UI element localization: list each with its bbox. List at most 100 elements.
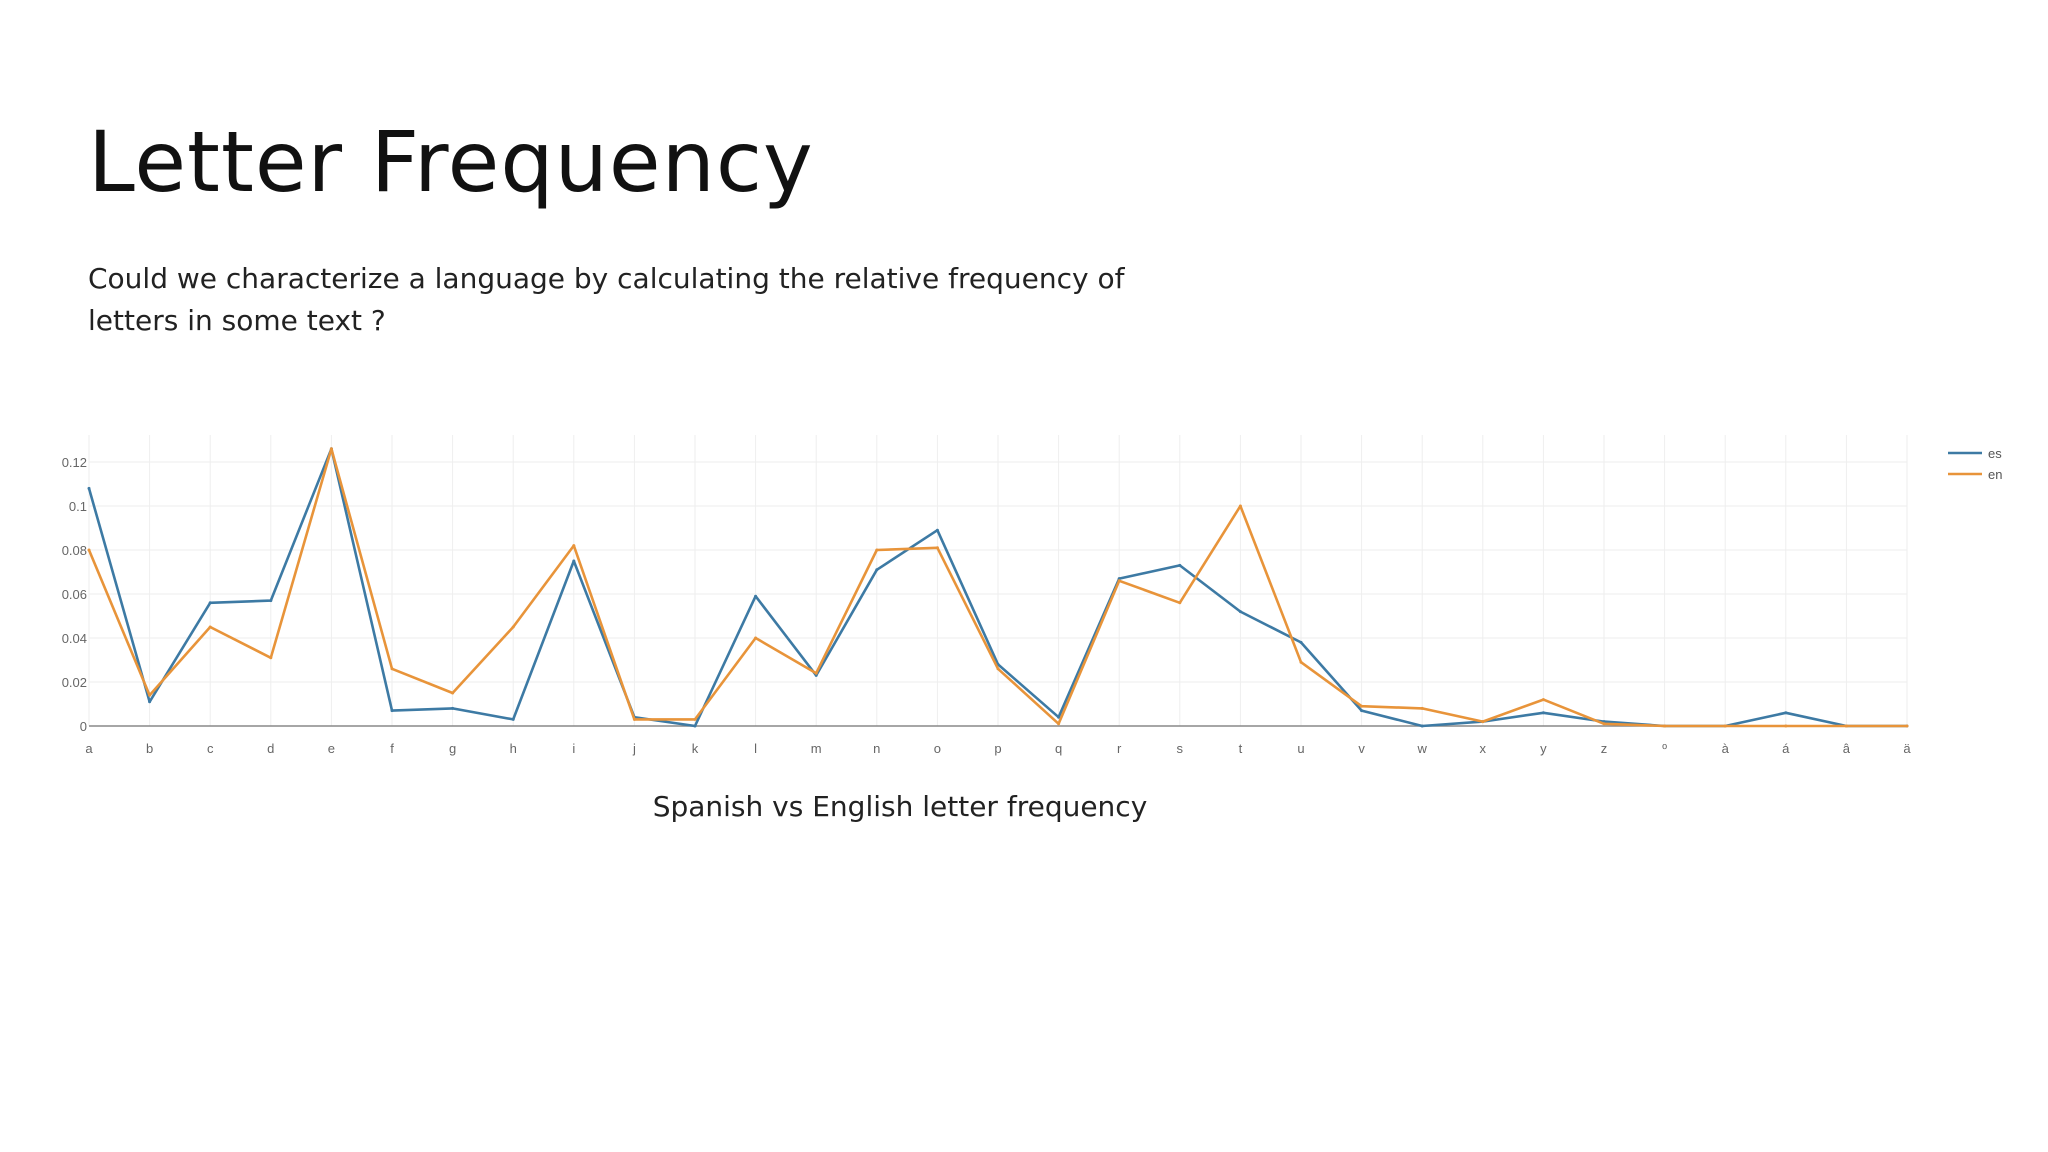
x-tick-label: o <box>934 741 941 756</box>
data-point-en <box>754 636 758 640</box>
data-point-en <box>875 548 879 552</box>
data-point-es <box>451 706 455 710</box>
data-point-es <box>1178 563 1182 567</box>
data-point-es <box>754 594 758 598</box>
data-point-es <box>875 568 879 572</box>
data-point-en <box>1602 722 1606 726</box>
x-tick-label: â <box>1843 741 1851 756</box>
x-tick-label: c <box>207 741 214 756</box>
data-point-en <box>511 625 515 629</box>
x-tick-label: r <box>1117 741 1122 756</box>
data-point-en <box>632 717 636 721</box>
y-tick-label: 0.1 <box>69 499 87 514</box>
x-tick-label: y <box>1540 741 1547 756</box>
data-point-es <box>1238 610 1242 614</box>
data-point-en <box>1238 504 1242 508</box>
data-point-es <box>1784 711 1788 715</box>
data-point-en <box>1905 724 1909 728</box>
line-chart: 0 0.02 0.04 0.06 0.08 0.1 0.12 a b c d e f g h i j k l m n o p… <box>62 435 2002 756</box>
data-point-es <box>572 559 576 563</box>
x-tick-label: k <box>692 741 699 756</box>
data-point-es <box>1057 715 1061 719</box>
x-tick-label: º <box>1662 741 1667 756</box>
data-point-es <box>148 700 152 704</box>
grid-layer <box>88 435 1908 727</box>
data-point-en <box>269 656 273 660</box>
x-tick-label: á <box>1782 741 1790 756</box>
data-point-en <box>451 691 455 695</box>
x-tick-label: f <box>390 741 394 756</box>
data-point-en <box>572 544 576 548</box>
data-point-es <box>390 709 394 713</box>
data-point-es <box>814 673 818 677</box>
x-tick-label: h <box>510 741 517 756</box>
y-tick-label: 0.04 <box>62 631 87 646</box>
data-point-en <box>208 625 212 629</box>
data-point-en <box>814 671 818 675</box>
data-point-en <box>1420 706 1424 710</box>
x-tick-label: à <box>1722 741 1730 756</box>
legend-item-en[interactable]: en <box>1948 467 2002 482</box>
data-point-en <box>1117 579 1121 583</box>
y-tick-label: 0.12 <box>62 455 87 470</box>
data-point-en <box>1057 722 1061 726</box>
data-point-en <box>1541 698 1545 702</box>
x-tick-label: ä <box>1903 741 1911 756</box>
data-point-es <box>1420 724 1424 728</box>
legend-label: es <box>1988 446 2002 461</box>
data-point-es <box>935 528 939 532</box>
x-tick-label: n <box>873 741 880 756</box>
x-tick-label: a <box>85 741 93 756</box>
x-tick-label: l <box>754 741 757 756</box>
x-tick-label: s <box>1177 741 1184 756</box>
tick-layer: 0 0.02 0.04 0.06 0.08 0.1 0.12 a b c d e f g h i j k l m n o p… <box>62 455 1912 756</box>
data-point-es <box>1299 640 1303 644</box>
data-point-en <box>148 693 152 697</box>
x-tick-label: b <box>146 741 153 756</box>
data-point-en <box>693 717 697 721</box>
x-tick-label: g <box>449 741 456 756</box>
x-tick-label: i <box>572 741 575 756</box>
slide-title: Letter Frequency <box>88 113 814 211</box>
slide-subtitle: Could we characterize a language by calc… <box>88 262 1125 337</box>
x-tick-label: z <box>1601 741 1608 756</box>
data-point-en <box>87 548 91 552</box>
x-tick-label: t <box>1239 741 1243 756</box>
x-tick-label: d <box>267 741 274 756</box>
data-point-en <box>1784 724 1788 728</box>
data-point-en <box>1481 720 1485 724</box>
data-point-en <box>329 447 333 451</box>
x-tick-label: w <box>1417 741 1428 756</box>
series-layer <box>87 447 1909 728</box>
data-point-en <box>1178 601 1182 605</box>
legend-item-es[interactable]: es <box>1948 446 2002 461</box>
chart-caption: Spanish vs English letter frequency <box>652 790 1148 823</box>
x-tick-label: m <box>811 741 822 756</box>
data-point-en <box>935 546 939 550</box>
x-tick-label: e <box>328 741 335 756</box>
data-point-es <box>693 724 697 728</box>
x-tick-label: x <box>1480 741 1487 756</box>
y-tick-label: 0.02 <box>62 675 87 690</box>
data-point-es <box>1360 709 1364 713</box>
y-tick-label: 0.06 <box>62 587 87 602</box>
legend[interactable]: es en <box>1948 446 2002 482</box>
x-tick-label: p <box>994 741 1001 756</box>
data-point-en <box>1360 704 1364 708</box>
x-tick-label: v <box>1358 741 1365 756</box>
data-point-es <box>269 599 273 603</box>
x-tick-label: u <box>1297 741 1304 756</box>
x-tick-label: j <box>632 741 636 756</box>
data-point-en <box>1299 660 1303 664</box>
data-point-es <box>1117 577 1121 581</box>
data-point-es <box>87 486 91 490</box>
legend-label: en <box>1988 467 2002 482</box>
data-point-es <box>1541 711 1545 715</box>
data-point-es <box>208 601 212 605</box>
data-point-en <box>996 667 1000 671</box>
data-point-en <box>1663 724 1667 728</box>
data-point-en <box>1723 724 1727 728</box>
data-point-en <box>390 667 394 671</box>
data-point-es <box>511 717 515 721</box>
y-tick-label: 0 <box>80 719 87 734</box>
